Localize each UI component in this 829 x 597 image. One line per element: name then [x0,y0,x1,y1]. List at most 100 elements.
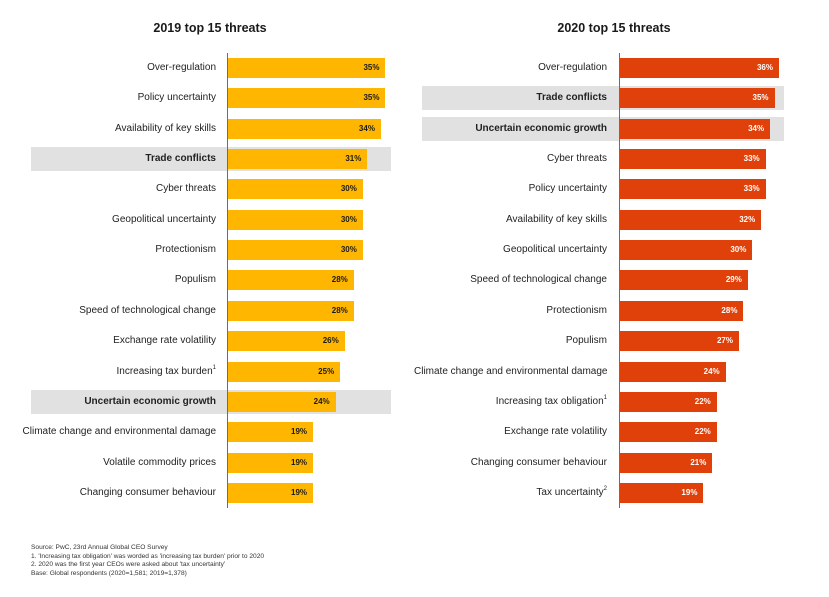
bar-row: Changing consumer behaviour 19% [0,478,414,508]
value-label: 30% [340,245,357,255]
bar [619,209,762,230]
category-label: Over-regulation [0,53,216,83]
footnote-source: Source: PwC, 23rd Annual Global CEO Surv… [31,544,168,551]
category-label: Uncertain economic growth [0,387,216,417]
category-text: Populism [174,274,216,286]
footnote-1: 1. 'Increasing tax obligation' was worde… [31,552,265,560]
bar [619,179,766,200]
bar-row: Increasing tax obligation1 22% [414,387,829,417]
bar [227,452,314,473]
category-label: Exchange rate volatility [0,326,216,356]
bar [619,300,744,321]
value-label: 19% [291,457,308,467]
category-text: Speed of technological change [470,274,607,286]
category-text: Volatile commodity prices [103,456,216,468]
bar [227,179,363,200]
bar [619,482,704,503]
bar [227,270,354,291]
value-label: 33% [743,154,760,164]
value-label: 35% [752,93,769,103]
bar [619,361,726,382]
bar [619,331,739,352]
category-text: Availability of key skills [115,122,216,134]
bar-row: Availability of key skills 34% [0,114,414,144]
category-label: Policy uncertainty [0,83,216,113]
bar [619,270,748,291]
value-label: 19% [291,487,308,497]
category-label: Availability of key skills [0,114,216,144]
bar-row: Cyber threats 30% [0,174,414,204]
category-label: Geopolitical uncertainty [414,235,607,265]
category-text: Uncertain economic growth [475,122,607,134]
bar [227,118,381,139]
category-label: Speed of technological change [414,265,607,295]
category-text: Speed of technological change [79,304,216,316]
category-text: Over-regulation [538,62,607,73]
value-label: 30% [340,214,357,224]
bar-row: Protectionism 30% [0,235,414,265]
chart-title-2019: 2019 top 15 threats [153,21,267,35]
bar-row: Geopolitical uncertainty 30% [0,205,414,235]
bar [619,391,717,412]
value-label: 22% [694,427,711,437]
bar-row: Speed of technological change 28% [0,296,414,326]
category-text: Climate change and environmental damage [22,426,216,438]
category-label: Populism [414,326,607,356]
bar [227,361,341,382]
value-label: 22% [694,396,711,406]
bar-row: Uncertain economic growth 34% [414,114,829,144]
value-label: 28% [331,305,348,315]
bar [227,331,345,352]
bar-row: Climate change and environmental damage 2… [414,357,829,387]
category-label: Over-regulation [414,53,607,83]
bar [227,422,314,443]
bar [227,482,314,503]
category-label: Trade conflicts [0,144,216,174]
value-label: 34% [358,123,375,133]
category-label: Increasing tax burden1 [0,357,216,387]
bar [619,240,753,261]
bar-row: Over-regulation 35% [0,53,414,83]
bar-row: Over-regulation 36% [414,53,829,83]
bar [619,149,766,170]
category-text: Exchange rate volatility [113,335,216,347]
value-label: 19% [681,487,698,497]
value-label: 24% [703,366,720,376]
category-label: Availability of key skills [414,205,607,235]
category-label: Protectionism [0,235,216,265]
category-text: Populism [565,335,607,347]
category-text: Exchange rate volatility [504,426,607,438]
footnote-marker: 2 [603,485,607,492]
category-label: Volatile commodity prices [0,448,216,478]
category-label: Uncertain economic growth [414,114,607,144]
category-label: Geopolitical uncertainty [0,205,216,235]
bar [619,88,775,109]
value-label: 34% [748,123,765,133]
bar [227,391,336,412]
category-text: Protectionism [546,304,607,316]
bar-row: Availability of key skills 32% [414,205,829,235]
category-label: Climate change and environmental damage [414,357,607,387]
category-text: Availability of key skills [506,213,607,225]
bar-row: Trade conflicts 35% [414,83,829,113]
value-label: 33% [743,184,760,194]
value-label: 27% [716,336,733,346]
bar-row: Populism 28% [0,265,414,295]
bar-row: Geopolitical uncertainty 30% [414,235,829,265]
category-text: Climate change and environmental damage [414,365,608,377]
category-text: Trade conflicts [536,92,607,104]
value-label: 19% [291,427,308,437]
value-label: 32% [739,214,756,224]
footnote-base: Base: Global respondents (2020=1,581; 20… [31,569,187,577]
value-label: 28% [331,275,348,285]
value-label: 35% [363,63,380,72]
bar-row: Exchange rate volatility 22% [414,417,829,447]
category-text: Cyber threats [155,183,216,195]
bar [227,300,354,321]
value-label: 35% [363,93,380,103]
value-label: 26% [322,336,339,346]
bar [227,240,363,261]
bar-row: Policy uncertainty 35% [0,83,414,113]
category-text: Changing consumer behaviour [470,456,607,468]
category-label: Climate change and environmental damage [0,417,216,447]
